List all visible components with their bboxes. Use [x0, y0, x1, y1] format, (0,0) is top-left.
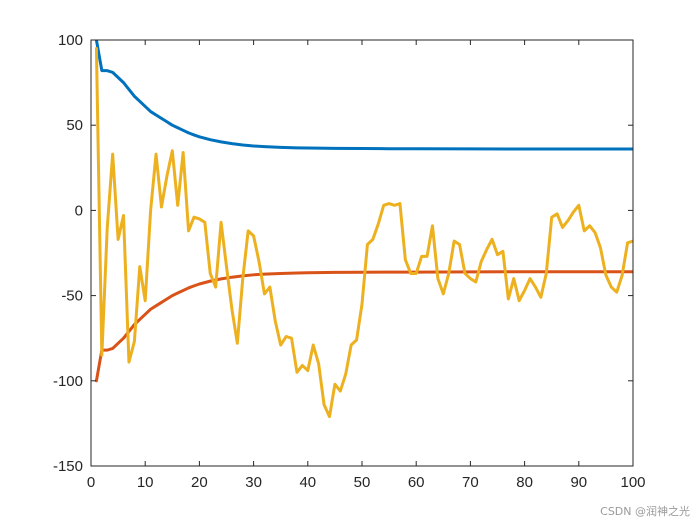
- plot-background: [91, 40, 633, 466]
- x-tick-label: 90: [570, 474, 587, 491]
- x-tick-label: 100: [620, 474, 645, 491]
- x-tick-label: 80: [516, 474, 533, 491]
- tick-labels: 0 10 20 30 40 50 60 70 80 90 100 -150 -100 -50 0 50 100: [53, 32, 646, 491]
- x-tick-label: 0: [87, 474, 95, 491]
- y-tick-label: 50: [66, 117, 83, 134]
- y-tick-label: -50: [61, 288, 83, 305]
- series-line-3: [94, 47, 633, 419]
- x-tick-label: 60: [408, 474, 425, 491]
- x-tick-label: 50: [354, 474, 371, 491]
- x-tick-label: 40: [299, 474, 316, 491]
- series-line-1: [94, 40, 633, 151]
- y-tick-label: 0: [75, 202, 83, 219]
- y-tick-label: -150: [53, 458, 83, 475]
- x-tick-label: 20: [191, 474, 208, 491]
- axes-layer: [90, 39, 634, 467]
- y-tick-label: 100: [58, 32, 83, 49]
- watermark-text: CSDN @润神之光: [600, 505, 690, 518]
- x-tick-label: 70: [462, 474, 479, 491]
- x-tick-label: 10: [137, 474, 154, 491]
- x-tick-label: 30: [245, 474, 262, 491]
- y-tick-label: -100: [53, 373, 83, 390]
- series-layer: [94, 40, 633, 419]
